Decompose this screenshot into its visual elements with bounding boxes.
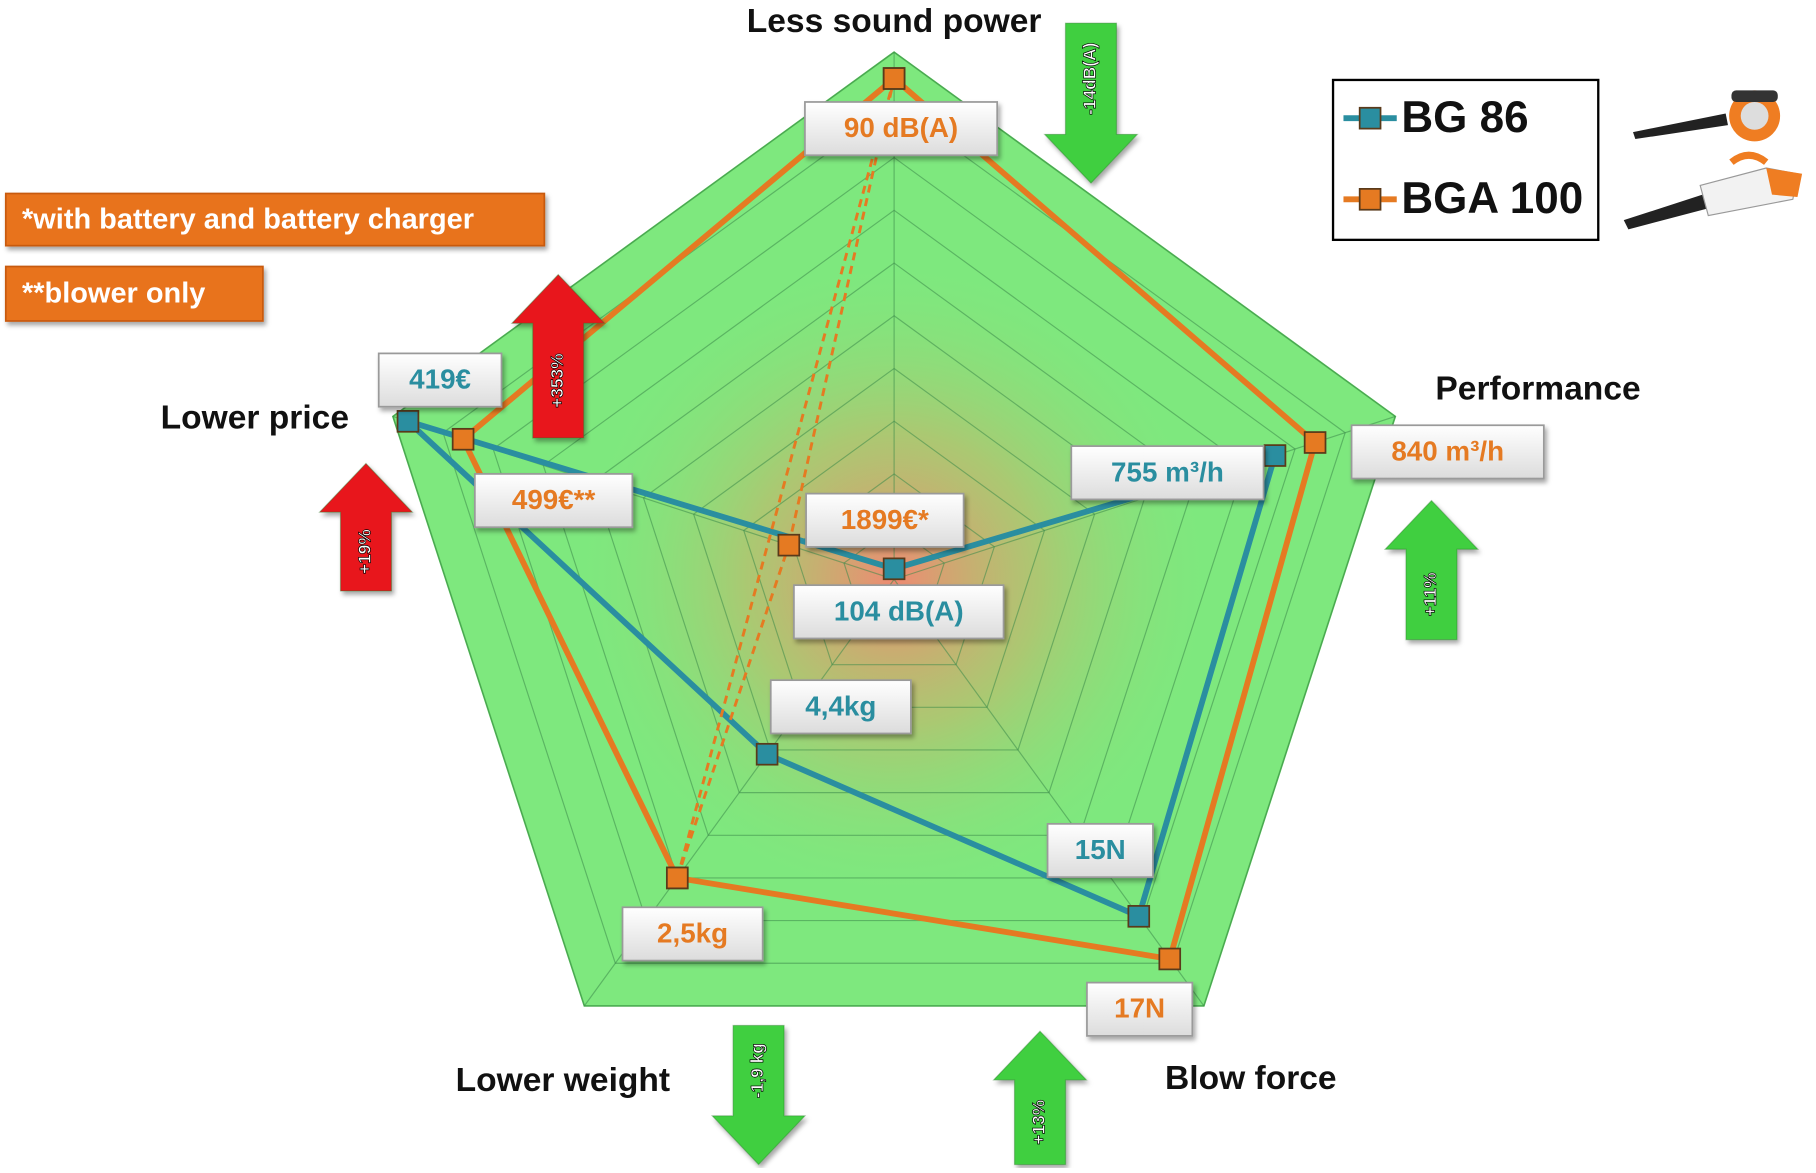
- annotation-text: +11%: [1420, 572, 1440, 616]
- dashed-series-segment: [787, 78, 896, 546]
- marker: [1263, 444, 1287, 467]
- annotation-arrow: [1043, 22, 1139, 184]
- axis-label: Less sound power: [747, 3, 1042, 40]
- battery-blower-image: [1623, 151, 1803, 230]
- grid-ring: [692, 367, 1096, 751]
- annotation-arrow: [992, 1030, 1088, 1166]
- value-label: 17N: [1114, 993, 1165, 1024]
- legend-swatch-marker: [1358, 188, 1382, 211]
- value-label: 104 dB(A): [834, 595, 964, 626]
- marker: [882, 557, 906, 581]
- note-box: [4, 265, 264, 322]
- value-label: 840 m³/h: [1391, 435, 1504, 466]
- note-box: [4, 192, 546, 247]
- annotation-arrow: [710, 1024, 807, 1166]
- annotation-text: -1,9 kg: [747, 1043, 767, 1098]
- annotation-arrow: [510, 273, 606, 439]
- grid-ring: [592, 262, 1196, 836]
- value-label-box: [621, 906, 764, 962]
- axis-label: Lower price: [161, 399, 349, 436]
- value-label-box: [377, 352, 503, 408]
- axis-label: Lower weight: [456, 1062, 670, 1099]
- axis-label: Blow force: [1165, 1060, 1337, 1097]
- grid-ring: [542, 209, 1246, 879]
- value-label: 419€: [409, 364, 471, 395]
- value-label: 1899€*: [841, 504, 929, 535]
- value-label-box: [793, 584, 1005, 640]
- spoke: [893, 579, 1205, 1007]
- marker: [1303, 431, 1327, 454]
- marker: [665, 866, 689, 890]
- note-text: *with battery and battery charger: [22, 203, 474, 235]
- legend-swatch-marker: [1358, 106, 1382, 130]
- value-label: 499€**: [512, 484, 596, 515]
- value-label-box: [1086, 981, 1194, 1037]
- legend-box: [1331, 78, 1600, 242]
- value-label: 755 m³/h: [1111, 456, 1224, 487]
- axis-label: Performance: [1435, 370, 1640, 407]
- marker: [1127, 905, 1151, 928]
- annotation-text: +19%: [355, 529, 375, 574]
- note-text: **blower only: [22, 278, 205, 310]
- value-label-box: [1070, 445, 1265, 501]
- annotation-text: +13%: [1029, 1100, 1049, 1145]
- grid-ring: [442, 104, 1346, 964]
- value-label: 2,5kg: [657, 917, 728, 948]
- marker: [1158, 947, 1182, 971]
- value-label: 4,4kg: [805, 690, 876, 721]
- marker: [777, 533, 801, 557]
- value-label-box: [769, 679, 912, 735]
- value-label-box: [1350, 424, 1545, 480]
- value-label-box: [804, 101, 999, 157]
- marker: [755, 742, 779, 766]
- dashed-series-segment: [675, 544, 791, 879]
- value-label: 90 dB(A): [844, 112, 958, 143]
- blower-image: [1633, 90, 1781, 142]
- annotation-arrow: [318, 462, 414, 592]
- legend-label: BGA 100: [1401, 174, 1583, 223]
- value-label-box: [1046, 822, 1154, 879]
- value-label-box: [473, 473, 634, 529]
- legend-label: BG 86: [1401, 93, 1528, 142]
- annotation-text: -14dB(A): [1080, 43, 1100, 115]
- value-label-box: [805, 492, 965, 548]
- annotation-arrow: [1383, 499, 1480, 641]
- annotation-text: +353%: [547, 353, 567, 408]
- value-label: 15N: [1075, 834, 1126, 865]
- marker: [396, 410, 420, 433]
- legend: BG 86 BGA 100: [1331, 78, 1803, 242]
- marker: [882, 67, 906, 90]
- marker: [451, 427, 475, 451]
